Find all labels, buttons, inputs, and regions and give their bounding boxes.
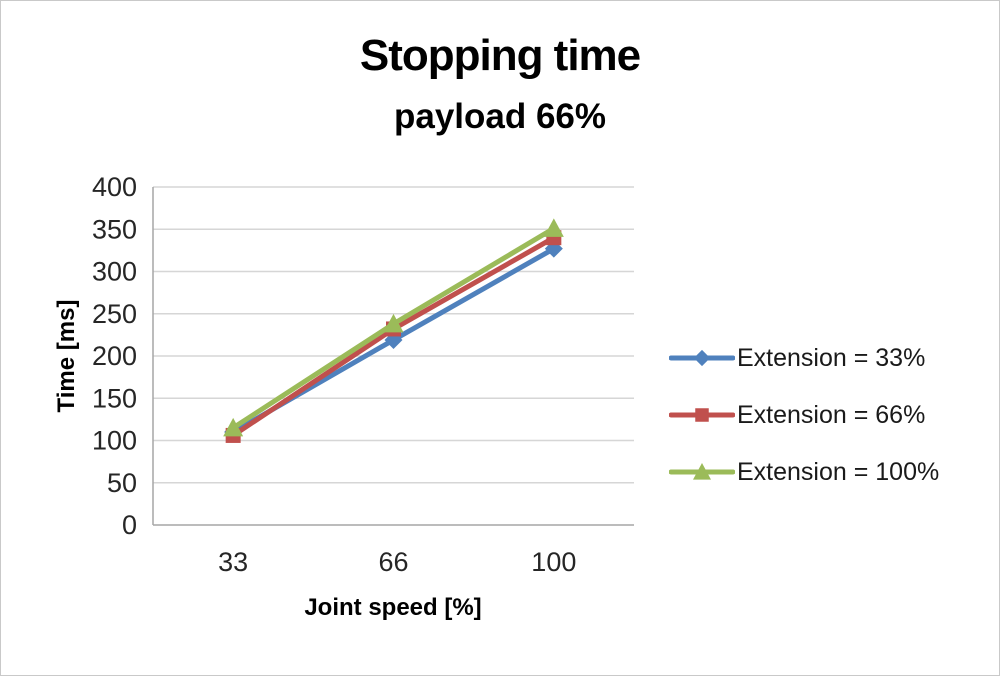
- series-marker-2: [223, 417, 244, 437]
- x-tick-label: 66: [378, 547, 408, 577]
- y-tick-label: 50: [107, 468, 137, 498]
- legend-label: Extension = 100%: [737, 457, 940, 486]
- legend-key-marker: [693, 349, 711, 367]
- legend-key-marker: [695, 408, 709, 422]
- legend-item: Extension = 66%: [669, 390, 939, 440]
- legend-key-icon: [669, 408, 735, 422]
- y-tick-label: 150: [92, 383, 137, 413]
- y-tick-label: 400: [92, 172, 137, 202]
- x-tick-label: 33: [218, 547, 248, 577]
- series-marker-2: [383, 313, 404, 333]
- x-tick-label: 100: [531, 547, 576, 577]
- y-axis-title: Time [ms]: [53, 299, 80, 413]
- legend: Extension = 33% Extension = 66% Extension …: [669, 333, 939, 504]
- y-tick-label: 250: [92, 299, 137, 329]
- y-tick-label: 0: [122, 510, 137, 540]
- series-marker-2: [543, 218, 564, 237]
- chart-title: Stopping time: [359, 31, 641, 80]
- chart-subtitle: payload 66%: [393, 97, 607, 136]
- x-axis-title: Joint speed [%]: [304, 594, 482, 621]
- legend-item: Extension = 100%: [669, 447, 939, 497]
- y-tick-label: 100: [92, 426, 137, 456]
- legend-key-marker: [693, 463, 711, 480]
- legend-item: Extension = 33%: [669, 333, 939, 383]
- legend-label: Extension = 33%: [737, 343, 926, 372]
- legend-key-icon: [669, 463, 735, 480]
- legend-key-icon: [669, 349, 735, 367]
- y-tick-label: 200: [92, 341, 137, 371]
- y-tick-label: 350: [92, 214, 137, 244]
- y-tick-label: 300: [92, 257, 137, 287]
- legend-label: Extension = 66%: [737, 400, 926, 429]
